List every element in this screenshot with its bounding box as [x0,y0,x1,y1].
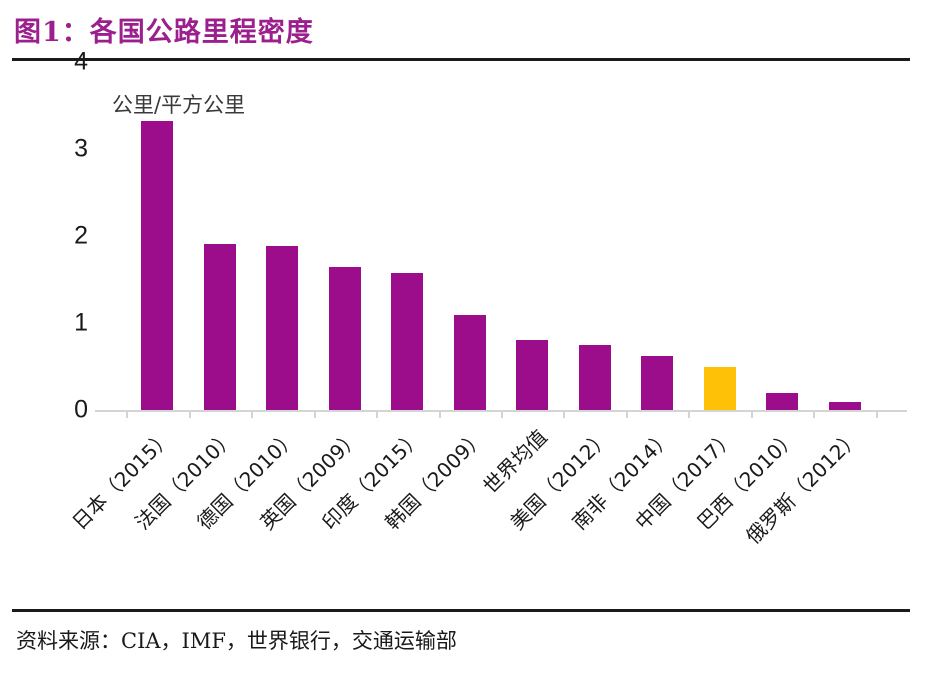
bar-chart: 公里/平方公里 0 1 2 3 4 日本（2015） 法国（2010） 德国（2010） 英国… [0,48,925,608]
bar-slot [750,62,813,418]
x-axis-tick [313,410,316,418]
bar-韩国（2009）[interactable] [453,315,486,410]
y-axis-tick-3: 3 [74,134,88,163]
bar-slot [688,62,750,418]
bar-巴西（2010）[interactable] [766,393,799,410]
x-axis-tick [501,410,503,418]
bar-世界均值[interactable] [516,340,549,410]
bar-中国（2017）[interactable] [703,366,736,410]
header-divider [12,58,910,61]
bar-slot [126,62,188,418]
y-axis-tick-labels: 0 1 2 3 4 [0,48,88,424]
x-axis-tick [875,410,878,418]
bar-slot [438,62,501,418]
bar-slot [563,62,625,418]
bar-法国（2010）[interactable] [203,243,236,410]
x-axis-tick [563,410,566,418]
x-axis-tick [438,410,441,418]
x-axis-tick [688,410,691,418]
figure-title: 图1：各国公路里程密度 [14,17,314,48]
y-axis-unit-label: 公里/平方公里 [112,93,246,117]
source-note: 资料来源：CIA，IMF，世界银行，交通运输部 [16,629,457,653]
bar-日本（2015）[interactable] [141,121,174,410]
bar-slot [501,62,563,418]
bar-俄罗斯（2012）[interactable] [828,402,861,410]
y-axis-tick-1: 1 [74,308,88,337]
x-axis-tick [126,410,129,418]
bar-英国（2009）[interactable] [328,267,361,410]
x-axis-tick [376,410,379,418]
x-axis-category-labels: 日本（2015） 法国（2010） 德国（2010） 英国（2009） 印度（2015）… [68,418,907,608]
x-label-slot: 俄罗斯（2012） [741,418,875,608]
x-axis-tick [813,410,816,418]
y-axis-tick-4: 4 [74,47,88,76]
bar-德国（2010）[interactable] [266,246,299,410]
footer-divider [12,609,910,612]
bar-slot [625,62,688,418]
y-axis-tick-2: 2 [74,221,88,250]
x-axis-tick [625,410,628,418]
bar-series [95,62,907,418]
bar-slot [376,62,438,418]
x-axis-tick [750,410,753,418]
x-axis-tick [188,410,191,418]
bar-slot [188,62,251,418]
x-label-slot: 韩国（2009） [380,418,501,608]
bar-slot [251,62,313,418]
bar-slot [813,62,875,418]
bar-美国（2012）[interactable] [578,344,611,410]
x-axis-tick [251,410,254,418]
bar-slot [875,62,925,418]
y-axis-tick-0: 0 [74,395,88,424]
bar-南非（2014）[interactable] [641,356,674,410]
bar-slot [313,62,376,418]
bar-印度（2015）[interactable] [391,272,424,410]
